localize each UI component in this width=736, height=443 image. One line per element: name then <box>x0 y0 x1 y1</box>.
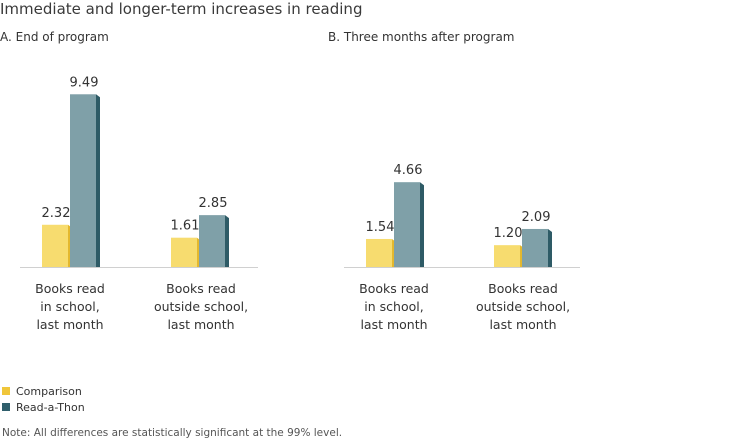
data-label-readathon-2: 2.09 <box>522 210 551 225</box>
panel-a-category-1: Books read in school, last month <box>35 281 105 332</box>
legend-item-readathon: Read-a-Thon <box>2 399 85 415</box>
bar-comparison-1 <box>366 238 392 267</box>
data-label-readathon-2: 2.85 <box>199 196 228 211</box>
bar-readathon-1 <box>394 182 420 267</box>
legend-label-readathon: Read-a-Thon <box>16 400 85 414</box>
bar-readathon-2 <box>522 228 548 267</box>
panel-a-category-2: Books read outside school, last month <box>153 281 249 332</box>
legend-swatch-readathon <box>2 403 10 411</box>
data-label-readathon-1: 4.66 <box>394 163 423 178</box>
bar-readathon-1 <box>70 94 96 267</box>
panel-b-category-2: Books read outside school, last month <box>475 281 571 332</box>
panel-a: A. End of program 2.32 9.49 1.61 2.85 Books… <box>0 30 260 340</box>
bar-side-readathon-2 <box>225 215 229 267</box>
data-label-readathon-1: 9.49 <box>70 75 99 90</box>
bar-side-readathon-2 <box>548 228 552 267</box>
bar-comparison-1 <box>42 224 68 267</box>
panel-b: B. Three months after program 1.54 4.66 1.… <box>328 30 588 340</box>
bar-comparison-2 <box>494 245 520 267</box>
chart-title: Immediate and longer-term increases in r… <box>0 0 363 18</box>
panel-b-category-1: Books read in school, last month <box>359 281 429 332</box>
data-label-comparison-2: 1.61 <box>171 219 200 234</box>
bar-side-readathon-1 <box>420 182 424 267</box>
footnote: Note: All differences are statistically … <box>2 427 343 439</box>
bar-comparison-2 <box>171 237 197 267</box>
panel-a-plot: 2.32 9.49 1.61 2.85 <box>20 75 258 268</box>
legend-label-comparison: Comparison <box>16 384 82 398</box>
legend-item-comparison: Comparison <box>2 383 85 399</box>
data-label-comparison-1: 2.32 <box>42 206 71 221</box>
legend-swatch-comparison <box>2 387 10 395</box>
panel-a-title: A. End of program <box>0 30 109 44</box>
legend: Comparison Read-a-Thon <box>2 383 85 415</box>
bar-readathon-2 <box>199 215 225 267</box>
panel-b-title: B. Three months after program <box>328 30 515 44</box>
data-label-comparison-1: 1.54 <box>366 220 395 235</box>
bar-side-readathon-1 <box>96 94 100 267</box>
data-label-comparison-2: 1.20 <box>494 226 523 241</box>
panel-b-plot: 1.54 4.66 1.202.09 <box>344 163 580 268</box>
